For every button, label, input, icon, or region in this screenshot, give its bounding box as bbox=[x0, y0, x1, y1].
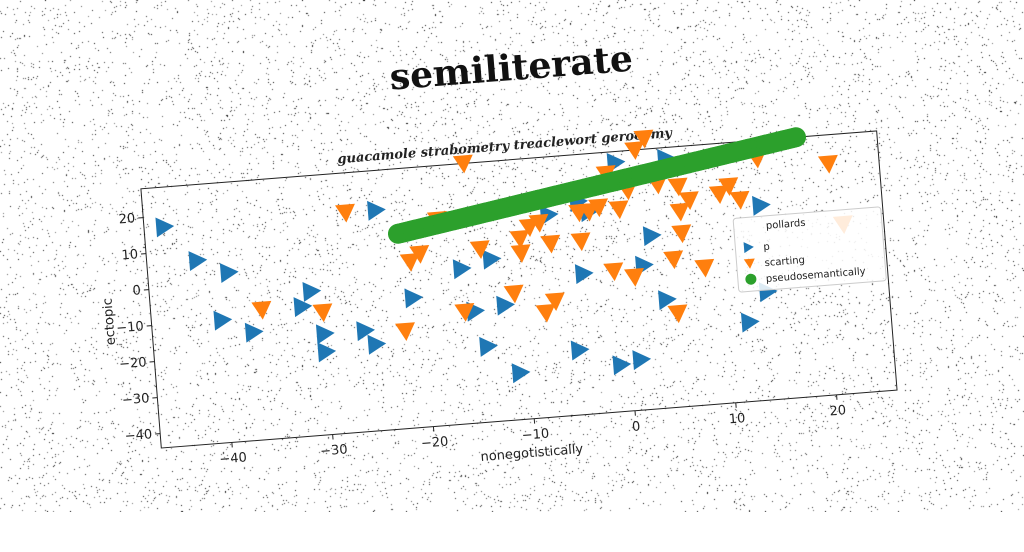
data-point bbox=[612, 354, 632, 375]
y-tick-label: −20 bbox=[119, 355, 148, 372]
data-point bbox=[294, 296, 314, 317]
data-point bbox=[741, 311, 761, 332]
data-point bbox=[643, 225, 663, 246]
data-point bbox=[818, 155, 839, 175]
y-axis-label: ectopic bbox=[100, 298, 119, 346]
x-tick-label: −20 bbox=[420, 434, 449, 451]
data-point bbox=[540, 235, 561, 255]
data-point bbox=[335, 204, 356, 224]
data-point bbox=[694, 259, 715, 279]
data-point bbox=[663, 250, 684, 270]
data-point bbox=[302, 281, 322, 302]
y-tick-label: −10 bbox=[116, 319, 145, 336]
data-point bbox=[367, 199, 387, 220]
x-tick-label: −40 bbox=[219, 450, 248, 467]
data-point bbox=[312, 303, 333, 323]
x-tick-label: −10 bbox=[521, 427, 550, 444]
data-point bbox=[512, 362, 532, 383]
data-point bbox=[453, 258, 473, 279]
y-tick-label: −30 bbox=[121, 391, 150, 408]
data-point bbox=[609, 200, 630, 220]
x-tick-label: 10 bbox=[728, 411, 746, 427]
data-point bbox=[213, 309, 233, 330]
data-point bbox=[667, 304, 688, 324]
data-point bbox=[603, 262, 624, 282]
data-point bbox=[245, 321, 265, 342]
data-point bbox=[404, 287, 424, 308]
data-point bbox=[155, 216, 175, 237]
data-point bbox=[317, 341, 337, 362]
x-tick-label: −30 bbox=[320, 442, 349, 459]
data-point bbox=[482, 248, 502, 269]
data-point bbox=[367, 333, 387, 354]
y-tick-label: 20 bbox=[118, 211, 136, 227]
data-point bbox=[632, 349, 652, 370]
data-point bbox=[570, 232, 591, 252]
data-point bbox=[671, 224, 692, 244]
data-point bbox=[251, 301, 272, 321]
y-tick-label: 0 bbox=[132, 283, 141, 299]
data-point bbox=[624, 268, 645, 288]
legend-label: p bbox=[763, 242, 770, 253]
x-tick-label: 0 bbox=[632, 419, 641, 435]
x-axis-label: nonegotistically bbox=[480, 442, 584, 465]
data-point bbox=[575, 263, 595, 284]
data-point bbox=[220, 262, 240, 283]
data-point bbox=[752, 194, 772, 215]
data-point bbox=[729, 191, 750, 211]
data-point bbox=[395, 322, 416, 342]
data-point bbox=[479, 335, 499, 356]
y-tick-label: −40 bbox=[124, 427, 153, 444]
data-point bbox=[188, 250, 208, 271]
y-tick-label: 10 bbox=[121, 247, 139, 263]
data-point bbox=[571, 339, 591, 360]
x-tick-label: 20 bbox=[829, 403, 847, 419]
data-point bbox=[316, 323, 336, 344]
